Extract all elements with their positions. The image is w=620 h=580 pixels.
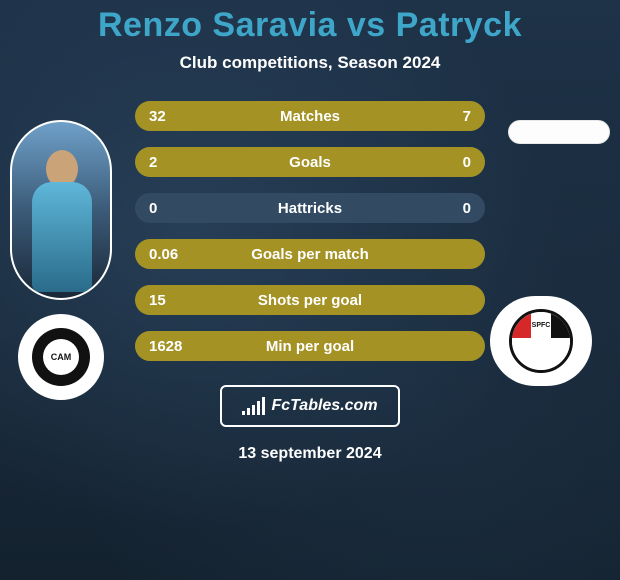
club-badge-outer: CAM bbox=[32, 328, 90, 386]
stat-row: 15Shots per goal bbox=[135, 285, 485, 315]
brand-bar bbox=[257, 401, 260, 415]
brand-bar bbox=[242, 411, 245, 415]
stat-value-right: 0 bbox=[415, 154, 485, 171]
stat-label: Hattricks bbox=[205, 200, 415, 217]
stat-label: Min per goal bbox=[205, 338, 415, 355]
stat-label: Shots per goal bbox=[205, 292, 415, 309]
stat-value-right: 7 bbox=[415, 108, 485, 125]
stat-value-right: 0 bbox=[415, 200, 485, 217]
club-stripes: SPFC bbox=[512, 312, 570, 338]
left-club-badge: CAM bbox=[18, 314, 104, 400]
left-player-portrait bbox=[10, 120, 112, 300]
right-player-column: SPFC bbox=[508, 120, 610, 144]
stat-value-left: 0.06 bbox=[135, 246, 205, 263]
stat-row: 0.06Goals per match bbox=[135, 239, 485, 269]
stat-label: Matches bbox=[205, 108, 415, 125]
club-badge-inner: SPFC bbox=[509, 309, 573, 373]
stat-row: 1628Min per goal bbox=[135, 331, 485, 361]
stat-value-left: 2 bbox=[135, 154, 205, 171]
brand-bar bbox=[262, 397, 265, 415]
club-badge-code: CAM bbox=[43, 339, 79, 375]
brand-text: FcTables.com bbox=[271, 397, 377, 415]
club-badge-code: SPFC bbox=[531, 312, 550, 338]
brand-bars-icon bbox=[242, 397, 265, 415]
subtitle: Club competitions, Season 2024 bbox=[0, 53, 620, 73]
stat-row: 2Goals0 bbox=[135, 147, 485, 177]
brand-bar bbox=[247, 408, 250, 415]
club-badge-lower bbox=[512, 338, 570, 370]
stat-value-left: 0 bbox=[135, 200, 205, 217]
club-stripe-red bbox=[512, 312, 531, 338]
stat-value-left: 15 bbox=[135, 292, 205, 309]
brand-bar bbox=[252, 405, 255, 415]
stat-row: 0Hattricks0 bbox=[135, 193, 485, 223]
comparison-card: Renzo Saravia vs Patryck Club competitio… bbox=[0, 0, 620, 580]
page-title: Renzo Saravia vs Patryck bbox=[0, 6, 620, 45]
stat-value-left: 1628 bbox=[135, 338, 205, 355]
right-club-badge: SPFC bbox=[490, 296, 592, 386]
stat-value-left: 32 bbox=[135, 108, 205, 125]
stat-label: Goals bbox=[205, 154, 415, 171]
right-player-portrait bbox=[508, 120, 610, 144]
date: 13 september 2024 bbox=[0, 445, 620, 463]
portrait-torso bbox=[32, 182, 92, 292]
stat-label: Goals per match bbox=[205, 246, 415, 263]
stats-table: 32Matches72Goals00Hattricks00.06Goals pe… bbox=[135, 101, 485, 361]
club-stripe-black bbox=[551, 312, 570, 338]
brand-box: FcTables.com bbox=[220, 385, 400, 427]
stat-row: 32Matches7 bbox=[135, 101, 485, 131]
left-player-column: CAM bbox=[10, 120, 112, 400]
